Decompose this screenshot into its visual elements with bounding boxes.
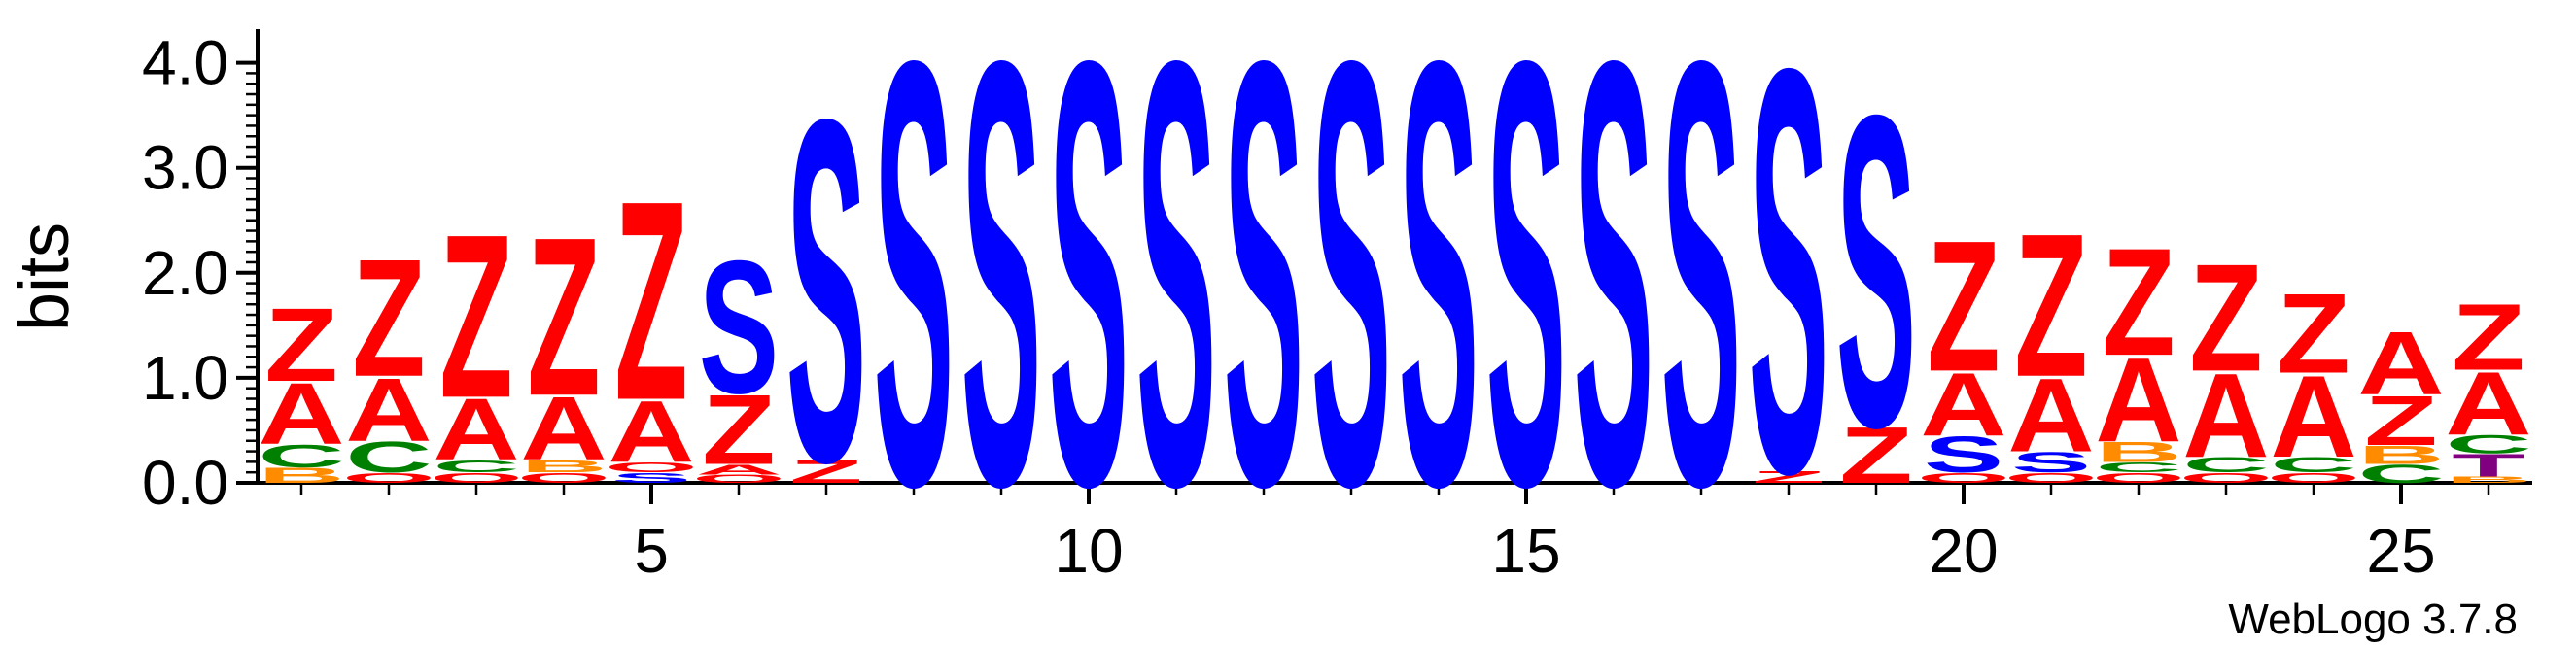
y-tick-label: 1.0 xyxy=(142,343,228,413)
logo-glyph-z: Z xyxy=(527,190,600,443)
x-tick-label: 5 xyxy=(634,516,669,586)
logo-glyph-s: S xyxy=(1049,0,1129,612)
logo-glyph-s: S xyxy=(961,0,1041,612)
logo-glyph-s: S xyxy=(699,221,779,433)
y-axis-label: bits xyxy=(6,222,84,331)
logo-glyph-z: Z xyxy=(264,286,337,403)
logo-glyph-s: S xyxy=(1399,0,1479,612)
logo-glyph-z: Z xyxy=(614,142,687,460)
logo-glyph-s: S xyxy=(1224,0,1304,612)
y-axis: 0.0 1.0 2.0 3.0 4.0 xyxy=(142,28,258,518)
y-tick-label: 2.0 xyxy=(142,238,228,308)
logo-glyph-z: Z xyxy=(1927,203,2000,411)
logo-glyph-s: S xyxy=(1661,0,1741,612)
logo-glyph-z: Z xyxy=(352,223,425,411)
y-tick-label: 4.0 xyxy=(142,28,228,98)
x-tick-label: 25 xyxy=(2366,516,2435,586)
logo-glyph-z: Z xyxy=(2102,217,2175,388)
logo-glyph-s: S xyxy=(1311,0,1391,612)
logo-glyph-s: S xyxy=(1486,0,1566,612)
y-tick-label: 3.0 xyxy=(142,133,228,203)
weblogo-credit: WebLogo 3.7.8 xyxy=(2228,596,2518,643)
logo-glyph-z: Z xyxy=(2452,284,2524,391)
logo-glyph-z: Z xyxy=(2277,270,2350,396)
x-axis: 5 10 15 20 25 xyxy=(258,483,2532,586)
logo-glyph-a: A xyxy=(2357,314,2444,415)
logo-glyph-z: Z xyxy=(2014,190,2087,419)
x-tick-label: 20 xyxy=(1929,516,1998,586)
logo-glyph-z: Z xyxy=(439,187,512,447)
y-tick-label: 0.0 xyxy=(142,448,228,518)
logo-glyph-s: S xyxy=(1749,0,1828,593)
logo-glyph-s: S xyxy=(786,17,866,563)
logo-glyph-s: S xyxy=(1574,0,1654,612)
logo-glyph-z: Z xyxy=(2189,232,2262,403)
logo-glyph-s: S xyxy=(1136,0,1216,612)
logo-glyph-s: S xyxy=(874,0,954,612)
logo-glyph-s: S xyxy=(1836,23,1916,521)
